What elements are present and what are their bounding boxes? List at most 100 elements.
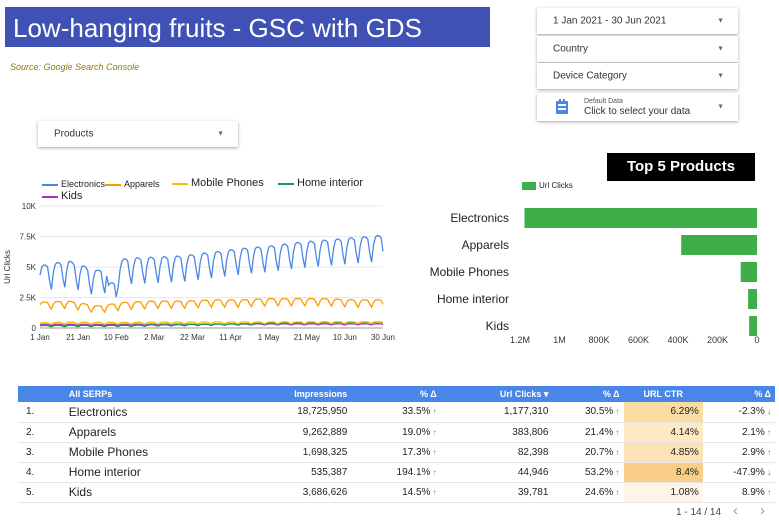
- row-impressions: 3,686,626: [239, 482, 352, 503]
- x-tick-label: 1.2M: [510, 335, 530, 345]
- table-row[interactable]: 2. Apparels 9,262,889 19.0% ↑ 383,806 21.4% ↑…: [18, 422, 775, 443]
- x-tick-label: 10 Jun: [333, 333, 357, 342]
- data-control-label: Click to select your data: [584, 106, 691, 117]
- country-filter-label: Country: [553, 43, 589, 55]
- table-row[interactable]: 4. Home interior 535,387 194.1% ↑ 44,946 53.2…: [18, 462, 775, 483]
- line-chart: 0 2.5K 5K 7.5K 10K Url Clicks 1 Jan 21 Jan 10 Fe…: [3, 202, 395, 342]
- row-url-ctr: 1.08%: [623, 482, 703, 503]
- arrow-up-icon: ↑: [430, 487, 437, 497]
- chevron-down-icon: ▼: [717, 103, 724, 111]
- x-tick-label: 21 May: [294, 333, 320, 342]
- arrow-down-icon: ↓: [764, 467, 771, 477]
- device-category-label: Device Category: [553, 70, 627, 82]
- row-url-clicks: 1,177,310: [440, 402, 553, 423]
- header-url-clicks[interactable]: Url Clicks ▾: [440, 386, 553, 402]
- row-url-clicks-delta: 53.2% ↑: [552, 462, 624, 483]
- x-tick-label: 200K: [707, 335, 728, 345]
- row-index: 4.: [18, 462, 65, 483]
- y-tick-label: 2.5K: [20, 294, 37, 303]
- prev-page-button[interactable]: ‹: [733, 502, 738, 519]
- x-tick-label: 21 Jan: [66, 333, 90, 342]
- series-line: [39, 321, 384, 326]
- row-url-ctr-delta: 2.1% ↑: [702, 422, 775, 443]
- x-tick-label: 800K: [588, 335, 609, 345]
- line-legend-item[interactable]: Apparels: [105, 179, 160, 189]
- row-impressions-delta: 17.3% ↑: [351, 442, 441, 463]
- table-row[interactable]: 5. Kids 3,686,626 14.5% ↑ 39,781 24.6% ↑ 1.08%…: [18, 482, 775, 503]
- legend-label: Url Clicks: [539, 181, 573, 190]
- date-range-control[interactable]: 1 Jan 2021 - 30 Jun 2021 ▼: [537, 8, 738, 34]
- page-title: Low-hanging fruits - GSC with GDS: [13, 13, 422, 43]
- line-legend-item[interactable]: Mobile Phones: [172, 177, 264, 189]
- row-impressions: 1,698,325: [239, 442, 352, 463]
- row-url-ctr-delta: -47.9% ↓: [702, 462, 775, 483]
- row-impressions: 535,387: [239, 462, 352, 483]
- header-impressions-delta[interactable]: % Δ: [351, 386, 441, 402]
- row-index: 2.: [18, 422, 65, 443]
- row-impressions: 9,262,889: [239, 422, 352, 443]
- series-line: [39, 297, 384, 314]
- row-index: 3.: [18, 442, 65, 463]
- row-url-clicks: 383,806: [440, 422, 553, 443]
- bar[interactable]: [524, 208, 757, 228]
- row-url-clicks-delta: 20.7% ↑: [552, 442, 624, 463]
- bar[interactable]: [748, 289, 757, 309]
- row-url-ctr: 8.4%: [623, 462, 703, 483]
- legend-swatch: [522, 181, 536, 190]
- header-url-clicks-delta[interactable]: % Δ: [552, 386, 624, 402]
- y-tick-label: 0: [32, 324, 37, 333]
- y-tick-label: 10K: [22, 202, 37, 211]
- line-legend-item[interactable]: Home interior: [278, 177, 363, 189]
- row-url-clicks-delta: 30.5% ↑: [552, 402, 624, 423]
- bar[interactable]: [681, 235, 757, 255]
- device-category-filter[interactable]: Device Category ▼: [537, 63, 738, 89]
- data-control-caption: Default Data: [584, 98, 623, 105]
- x-tick-label: 22 Mar: [180, 333, 205, 342]
- bar[interactable]: [749, 316, 757, 336]
- chevron-down-icon: ▼: [717, 72, 724, 80]
- products-filter[interactable]: Products ▼: [38, 121, 238, 147]
- line-legend-item[interactable]: Electronics: [42, 179, 105, 189]
- legend-swatch: [105, 183, 121, 186]
- arrow-up-icon: ↑: [430, 427, 437, 437]
- row-index: 1.: [18, 402, 65, 423]
- row-url-ctr: 6.29%: [623, 402, 703, 423]
- arrow-up-icon: ↑: [613, 487, 620, 497]
- line-legend-item[interactable]: Kids: [42, 190, 82, 202]
- legend-label: Home interior: [297, 177, 364, 189]
- arrow-up-icon: ↑: [613, 467, 620, 477]
- header-url-ctr-delta[interactable]: % Δ: [702, 386, 775, 402]
- row-url-clicks: 39,781: [440, 482, 553, 503]
- x-tick-label: 1M: [553, 335, 566, 345]
- row-impressions-delta: 33.5% ↑: [351, 402, 441, 423]
- row-product-name: Kids: [64, 482, 240, 503]
- row-url-clicks-delta: 21.4% ↑: [552, 422, 624, 443]
- legend-swatch: [42, 183, 58, 186]
- next-page-button[interactable]: ›: [760, 502, 765, 519]
- country-filter[interactable]: Country ▼: [537, 36, 738, 62]
- legend-label: Apparels: [124, 179, 160, 189]
- data-control[interactable]: Default Data Click to select your data ▼: [537, 93, 738, 121]
- x-tick-label: 0: [754, 335, 759, 345]
- legend-swatch: [172, 182, 188, 185]
- chevron-down-icon: ▼: [217, 130, 224, 138]
- x-tick-label: 400K: [667, 335, 688, 345]
- header-url-ctr[interactable]: URL CTR: [623, 386, 703, 402]
- table-row[interactable]: 3. Mobile Phones 1,698,325 17.3% ↑ 82,398 20.…: [18, 442, 775, 463]
- x-tick-label: 2 Mar: [144, 333, 165, 342]
- header-all-serps[interactable]: All SERPs: [64, 386, 240, 402]
- arrow-up-icon: ↑: [764, 447, 771, 457]
- serp-table: All SERPs Impressions % Δ Url Clicks ▾ %…: [18, 386, 775, 503]
- table-row[interactable]: 1. Electronics 18,725,950 33.5% ↑ 1,177,310 3…: [18, 402, 775, 423]
- header-impressions[interactable]: Impressions: [239, 386, 352, 402]
- x-tick-label: 10 Feb: [104, 333, 129, 342]
- legend-swatch: [278, 182, 294, 185]
- y-tick-label: 5K: [26, 263, 36, 272]
- legend-label: Mobile Phones: [191, 177, 264, 189]
- bar[interactable]: [740, 262, 757, 282]
- products-filter-label: Products: [54, 128, 94, 140]
- row-impressions: 18,725,950: [239, 402, 352, 423]
- category-label: Home interior: [437, 292, 509, 306]
- row-url-ctr-delta: 2.9% ↑: [702, 442, 775, 463]
- bar-chart: 1.2M 1M 800K 600K 400K 200K 0 Electronics Appare…: [430, 208, 760, 345]
